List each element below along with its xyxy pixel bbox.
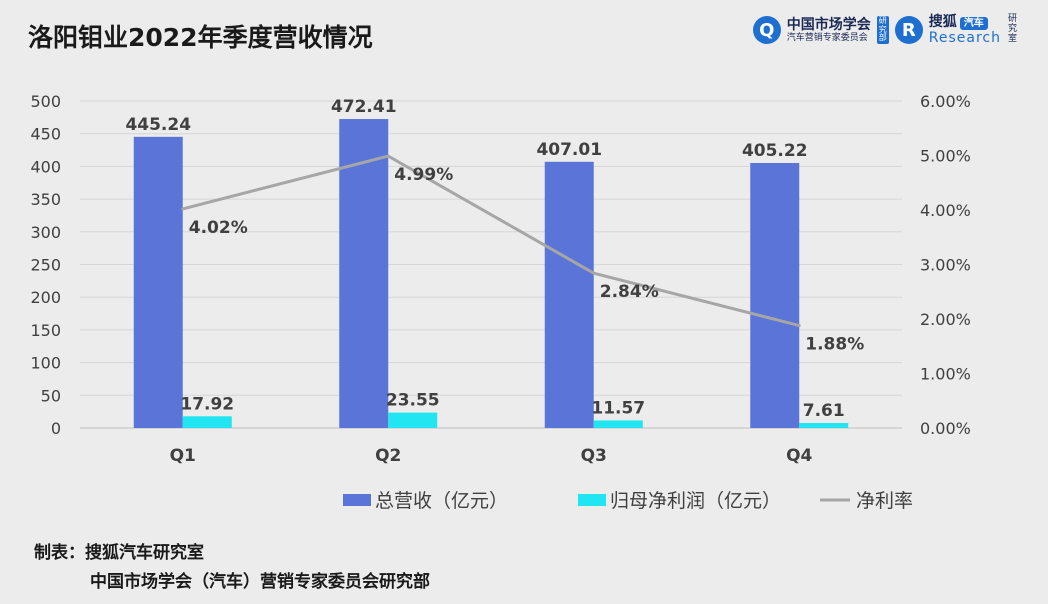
logo-group: Q 中国市场学会 汽车营销专家委员会 研究部 R 搜狐 汽车 Research 研… [752,14,1018,46]
org2-vertical: 研究室 [1007,14,1017,45]
revenue-bar [339,119,389,429]
net-margin-point [592,271,596,275]
net-profit-data-label: 23.55 [386,391,440,411]
y-tick-label: 450 [30,125,61,144]
y-tick-label: 250 [30,256,61,275]
net-margin-data-label: 4.99% [394,165,453,185]
revenue-data-label: 405.22 [742,141,808,161]
net-profit-bar [593,420,643,428]
net-margin-point [181,207,185,211]
y-tick-label: 0 [51,419,61,438]
revenue-bar [544,161,594,428]
y-tick-label: 400 [30,157,61,176]
x-tick-label: Q1 [170,446,196,466]
footer-source-line1: 制表：搜狐汽车研究室 [34,543,204,563]
net-margin-data-label: 2.84% [600,282,659,302]
net-profit-bar [182,416,232,428]
org2-research: Research [928,30,1001,47]
y2-tick-label: 1.00% [920,365,971,384]
y2-tick-label: 6.00% [920,92,971,111]
y2-tick-label: 4.00% [920,201,971,220]
org1-vertical: 研究部 [876,15,889,45]
y-tick-label: 100 [30,354,61,373]
revenue-bar [133,136,183,428]
market-society-logo-icon: Q [752,16,781,45]
legend-net-profit-label: 归母净利润（亿元） [610,490,781,512]
y-tick-label: 500 [30,92,61,111]
market-society-logo-text: 中国市场学会 汽车营销专家委员会 [787,17,871,43]
net-profit-data-label: 17.92 [180,394,234,414]
y2-tick-label: 2.00% [920,310,971,329]
x-tick-label: Q4 [786,446,812,466]
net-profit-bar [799,423,849,428]
net-profit-data-label: 7.61 [803,401,845,421]
org1-line1: 中国市场学会 [786,16,871,33]
revenue-bar [750,162,800,428]
net-margin-point [386,154,390,158]
legend-net-profit-swatch [578,494,606,506]
net-margin-data-label: 1.88% [805,335,864,355]
net-margin-data-label: 4.02% [189,218,248,238]
y-tick-label: 350 [30,190,61,209]
x-tick-label: Q2 [375,446,401,466]
legend-revenue-label: 总营收（亿元） [375,490,508,512]
net-profit-bar [388,412,438,428]
net-profit-data-label: 11.57 [591,398,645,418]
y2-tick-label: 0.00% [920,419,971,438]
net-margin-line [182,154,800,327]
legend-revenue-swatch [343,494,371,506]
net-margin-point [797,324,801,328]
y2-tick-label: 3.00% [920,256,971,275]
legend-net-margin-label: 净利率 [856,490,913,512]
org2-name: 搜狐 [928,14,957,30]
y-tick-label: 50 [41,386,61,405]
sohu-research-logo-icon: R [894,16,923,45]
revenue-data-label: 472.41 [331,97,397,117]
revenue-data-label: 445.24 [125,115,191,135]
y-tick-label: 300 [30,223,61,242]
chart-title: 洛阳钼业2022年季度营收情况 [28,23,373,52]
y-tick-label: 150 [30,321,61,340]
org2-badge: 汽车 [959,17,988,30]
footer-source-line2: 中国市场学会（汽车）营销专家委员会研究部 [90,572,430,592]
y2-tick-label: 5.00% [920,147,971,166]
y-tick-label: 200 [30,288,61,307]
revenue-data-label: 407.01 [536,140,602,160]
x-tick-label: Q3 [581,446,607,466]
sohu-logo-text: 搜狐 汽车 Research [929,14,1001,46]
org1-line2: 汽车营销专家委员会 [786,32,868,43]
